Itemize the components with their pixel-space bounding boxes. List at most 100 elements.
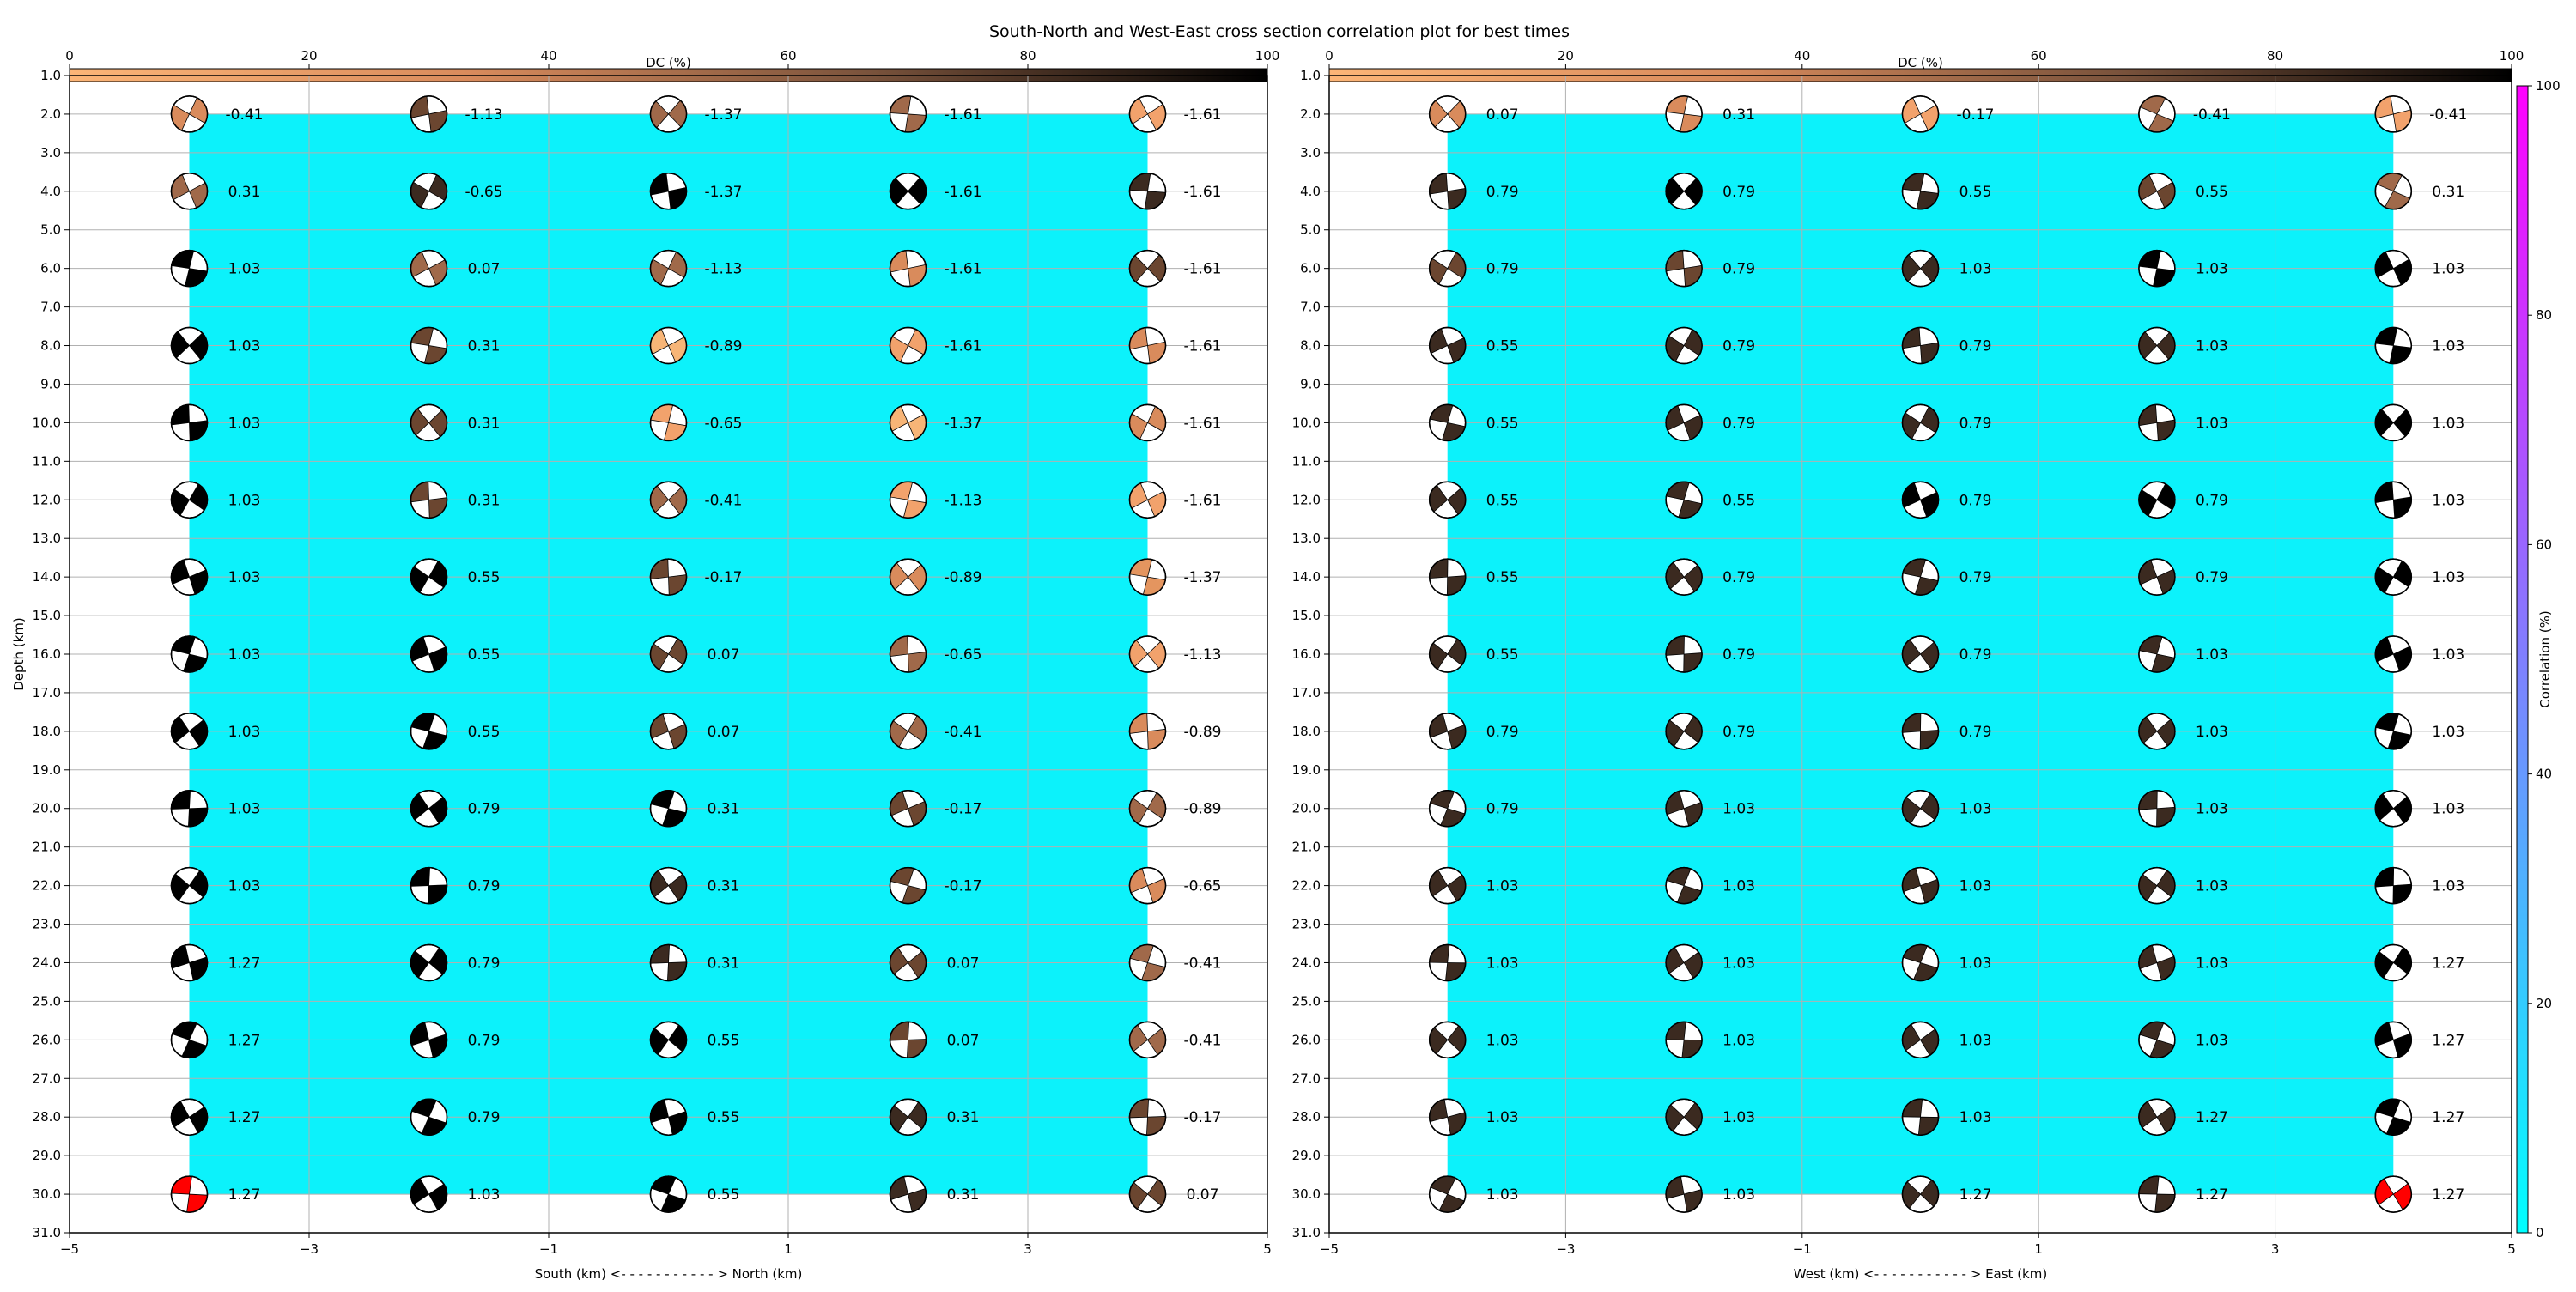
correlation-value: 0.79 <box>1486 261 1519 278</box>
x-tick-label: −3 <box>300 1241 319 1257</box>
correlation-value: 1.27 <box>1959 1186 1992 1204</box>
beachball-rim <box>1665 1021 1703 1059</box>
dc-colorbar-tick-label: 0 <box>65 48 74 64</box>
correlation-value: 0.79 <box>1486 724 1519 741</box>
y-tick-label: 16.0 <box>1292 646 1321 662</box>
correlation-value: 0.79 <box>1959 492 1992 509</box>
correlation-colorbar <box>2516 85 2529 1234</box>
beachball <box>170 866 209 905</box>
beachball-rim <box>889 943 927 982</box>
beachball <box>1901 1175 1940 1213</box>
beachball <box>1665 1021 1703 1059</box>
beachball <box>410 1098 448 1136</box>
correlation-value: 1.03 <box>2196 724 2228 741</box>
beachball-rim <box>1128 1021 1167 1059</box>
correlation-value: 0.79 <box>1959 646 1992 664</box>
beachball-rim <box>2138 713 2176 750</box>
beachball-rim <box>1428 866 1467 905</box>
correlation-value: 1.27 <box>2196 1186 2228 1204</box>
correlation-value: 0.31 <box>228 184 261 201</box>
beachball <box>889 481 927 519</box>
beachball-rim <box>1428 789 1467 828</box>
y-tick-label: 20.0 <box>33 801 61 816</box>
beachball-rim <box>170 1098 209 1136</box>
beachball-rim <box>2138 403 2176 442</box>
beachball-rim <box>170 173 209 210</box>
beachball-rim <box>889 866 927 905</box>
beachball <box>649 326 688 365</box>
beachball <box>1901 481 1940 519</box>
beachball <box>410 713 448 750</box>
beachball-rim <box>170 95 209 133</box>
y-tick-label: 17.0 <box>1292 685 1321 701</box>
correlation-colorbar-tick-label: 20 <box>2536 996 2552 1011</box>
beachball <box>2138 558 2176 596</box>
beachball-rim <box>889 173 927 210</box>
beachball-rim <box>170 481 209 519</box>
beachball <box>1128 173 1167 210</box>
correlation-value: 0.07 <box>708 724 740 741</box>
beachball <box>1901 558 1940 596</box>
y-tick-label: 5.0 <box>1300 222 1321 238</box>
beachball-rim <box>889 635 927 673</box>
correlation-value: 1.03 <box>1486 1186 1519 1204</box>
correlation-value: 0.79 <box>1959 338 1992 355</box>
beachball-rim <box>1665 403 1703 442</box>
beachball-quadrant <box>410 95 429 118</box>
correlation-value: -0.89 <box>1184 801 1222 818</box>
beachball-rim <box>889 481 927 519</box>
beachball <box>410 481 448 519</box>
beachball <box>2374 558 2413 596</box>
beachball-rim <box>1665 789 1703 828</box>
correlation-value: 1.03 <box>2196 878 2228 895</box>
correlation-value: 1.27 <box>2432 1186 2464 1204</box>
y-tick-label: 22.0 <box>1292 878 1321 894</box>
beachball-rim <box>889 249 927 288</box>
beachball <box>1901 789 1940 828</box>
beachball-rim <box>1901 558 1940 596</box>
beachball <box>1428 249 1467 288</box>
correlation-value: 1.03 <box>1722 1109 1755 1126</box>
correlation-value: -1.61 <box>1184 415 1222 432</box>
beachball <box>1428 95 1467 133</box>
beachball <box>1128 403 1167 442</box>
correlation-value: -1.37 <box>705 106 743 124</box>
beachball <box>2138 481 2176 519</box>
beachball <box>170 558 209 596</box>
correlation-value: 0.31 <box>947 1186 980 1204</box>
beachball <box>1901 249 1940 288</box>
x-tick-label: −1 <box>1793 1241 1812 1257</box>
correlation-value: 1.03 <box>228 492 261 509</box>
correlation-value: -0.41 <box>1184 955 1222 972</box>
beachball-rim <box>410 789 448 828</box>
correlation-value: 1.03 <box>2432 724 2464 741</box>
beachball <box>1428 558 1467 596</box>
y-tick-label: 4.0 <box>1300 184 1321 199</box>
beachball <box>1428 789 1467 828</box>
beachball <box>2138 403 2176 442</box>
beachball <box>2374 403 2413 442</box>
beachball-rim <box>1665 866 1703 905</box>
correlation-value: 1.03 <box>1486 878 1519 895</box>
beachball <box>1428 1021 1467 1059</box>
correlation-value: 0.07 <box>468 261 501 278</box>
y-tick-label: 5.0 <box>40 222 61 238</box>
beachball <box>410 1175 448 1213</box>
x-axis-label: South (km) <- - - - - - - - - - - > Nort… <box>535 1266 803 1282</box>
correlation-value: 1.03 <box>1959 1109 1992 1126</box>
y-tick-label: 13.0 <box>33 531 61 546</box>
beachball-rim <box>410 481 448 519</box>
beachball <box>889 1175 927 1213</box>
figure-title: South-North and West-East cross section … <box>989 22 1570 41</box>
beachball <box>889 1098 927 1136</box>
beachball <box>1128 635 1167 673</box>
correlation-value: 0.31 <box>2432 184 2464 201</box>
beachball-rim <box>410 249 448 288</box>
beachball <box>649 943 688 982</box>
y-tick-label: 10.0 <box>1292 415 1321 430</box>
beachball <box>1665 1098 1703 1136</box>
beachball <box>1665 635 1703 673</box>
beachball-rim <box>1428 1098 1467 1136</box>
